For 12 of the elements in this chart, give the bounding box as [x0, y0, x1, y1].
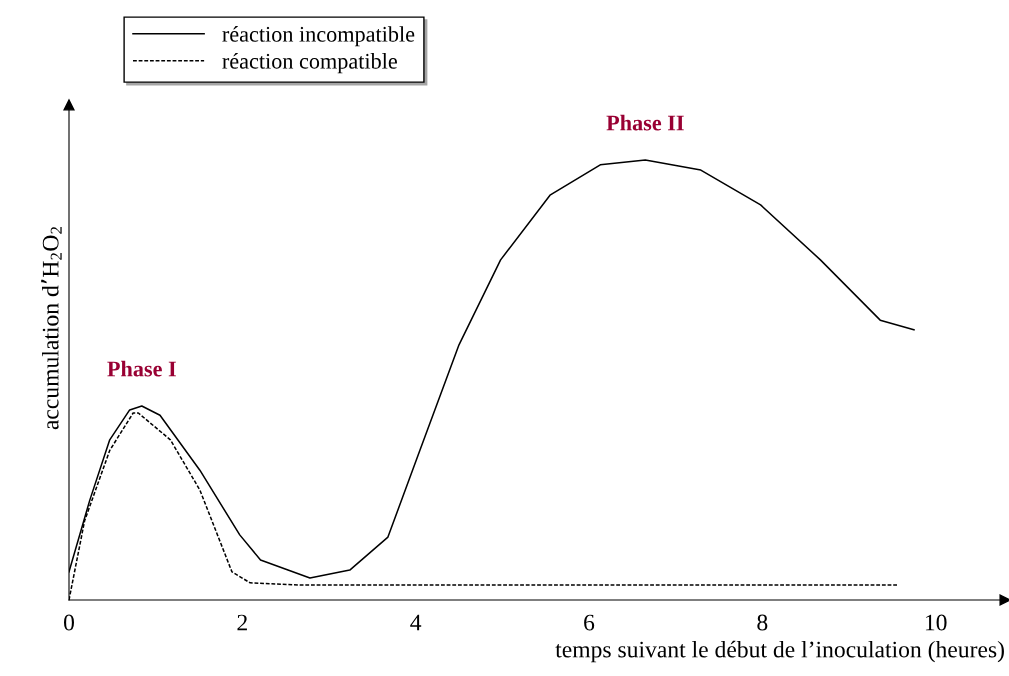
x-axis-title: temps suivant le début de l’inoculation (heures) [555, 640, 1004, 663]
annotation: Phase I [107, 360, 176, 377]
x-tick-label: 10 [925, 614, 947, 631]
x-tick-label: 8 [757, 614, 768, 631]
x-tick-label: 4 [410, 614, 422, 631]
x-tick-label: 2 [237, 614, 247, 631]
y-axis-title: accumulation d’H$_{2}$O$_{2}$ [41, 227, 62, 430]
legend-label: réaction incompatible [222, 26, 415, 47]
x-tick-label: 0 [64, 614, 74, 631]
x-tick-label: 6 [584, 614, 595, 631]
annotation: Phase II [606, 114, 684, 131]
legend-label: réaction compatible [222, 53, 397, 74]
